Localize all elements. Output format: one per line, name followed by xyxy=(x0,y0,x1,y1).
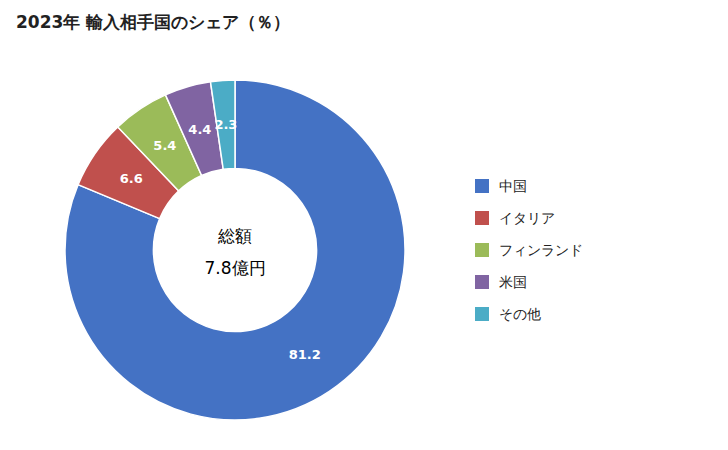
center-annotation: 7.8億円 xyxy=(204,258,265,278)
legend-label: フィンランド xyxy=(499,242,583,258)
legend-swatch xyxy=(475,211,489,225)
center-annotation: 総額 xyxy=(217,226,252,246)
legend-label: その他 xyxy=(499,306,541,322)
data-label: 6.6 xyxy=(120,171,143,186)
data-label: 81.2 xyxy=(289,347,321,362)
slices xyxy=(65,80,405,420)
slice xyxy=(65,80,405,420)
background xyxy=(0,0,728,450)
legend-swatch xyxy=(475,179,489,193)
legend-swatch xyxy=(475,243,489,257)
chart-container: 2023年 輸入相手国のシェア（％） 81.2 6.6 5.4 4.42.3 総額 7.8億… xyxy=(0,0,728,450)
data-labels: 81.2 6.6 5.4 4.42.3 xyxy=(120,117,321,362)
chart: 2023年 輸入相手国のシェア（％） 81.2 6.6 5.4 4.42.3 総額 7.8億… xyxy=(0,0,728,450)
legend-swatch xyxy=(475,275,489,289)
legend: 中国イタリアフィンランド米国その他 xyxy=(475,178,583,322)
data-label: 2.3 xyxy=(214,117,237,132)
legend-swatch xyxy=(475,307,489,321)
title: 2023年 輸入相手国のシェア（％） xyxy=(16,12,290,32)
data-label: 5.4 xyxy=(153,138,176,153)
legend-label: 中国 xyxy=(499,178,527,194)
legend-label: 米国 xyxy=(499,274,527,290)
legend-label: イタリア xyxy=(499,210,555,226)
data-label: 4.4 xyxy=(188,122,211,137)
